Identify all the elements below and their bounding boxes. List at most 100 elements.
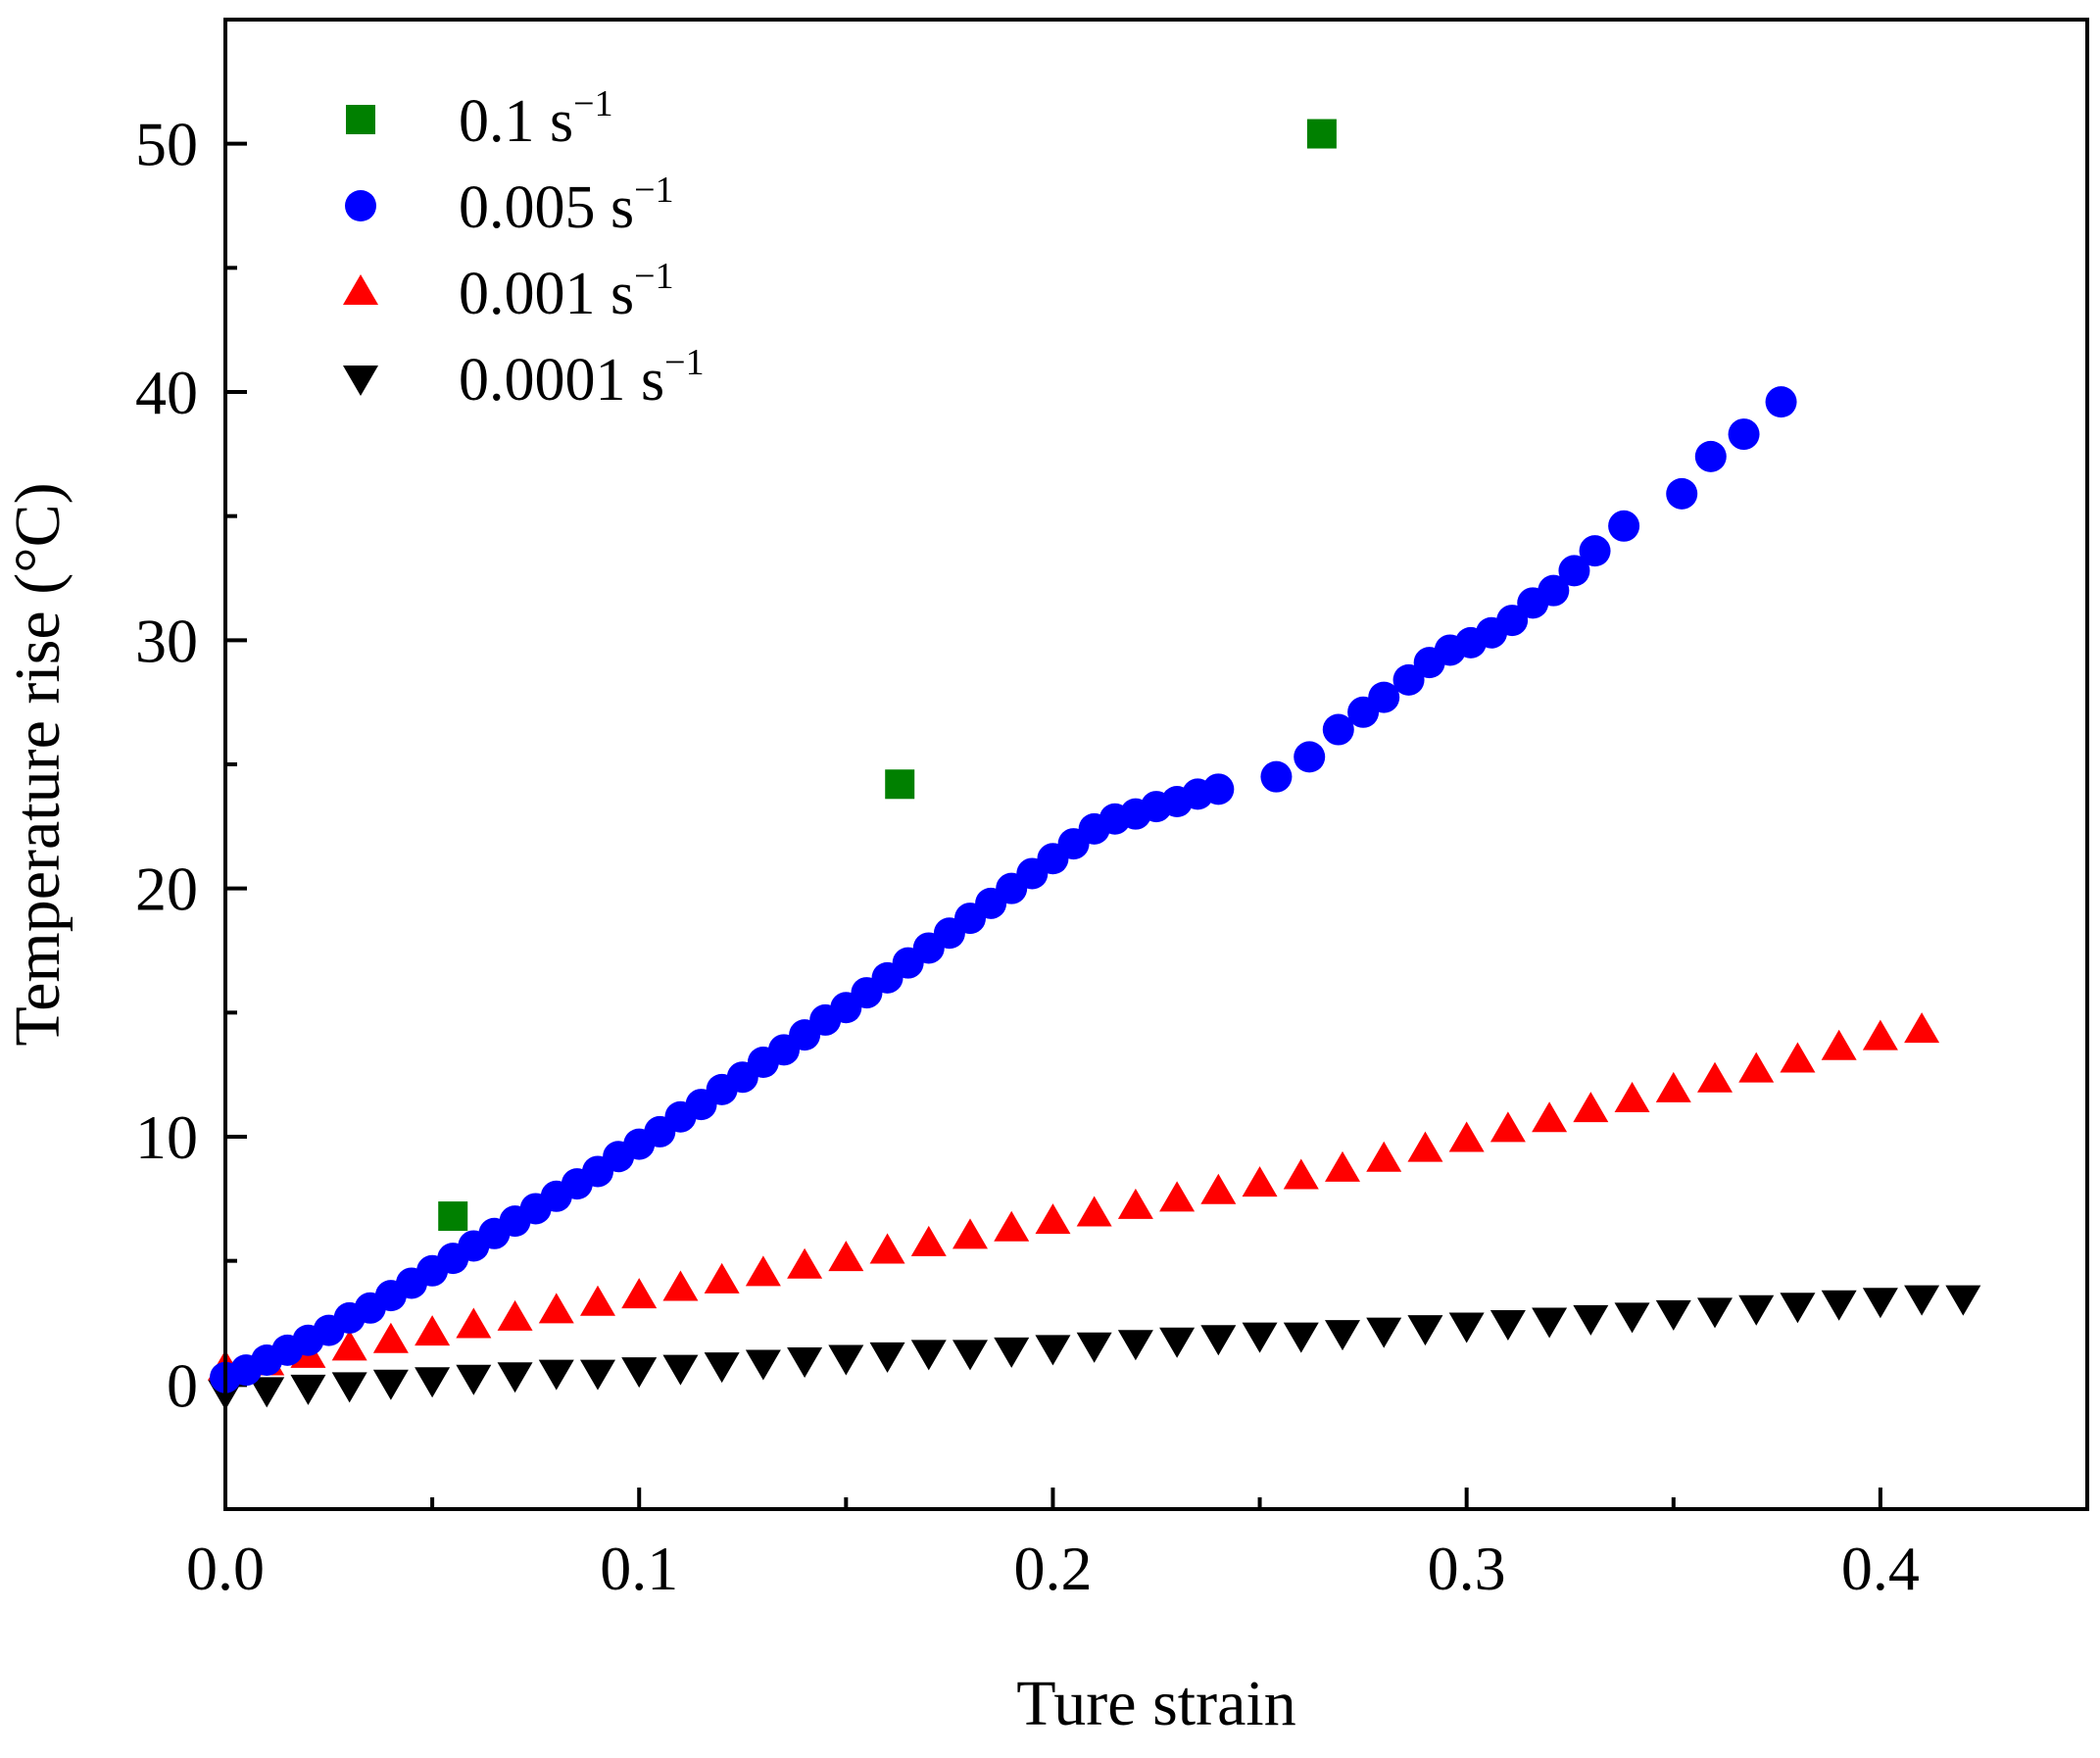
series-0.0001 [208,1285,1981,1410]
data-point [1862,1288,1898,1319]
data-point [1368,681,1400,713]
data-point [1392,663,1425,696]
data-point [1035,1203,1071,1235]
y-tick-label: 20 [135,855,198,924]
data-point [1904,1285,1940,1316]
data-point [1765,386,1797,418]
data-point [331,1372,367,1403]
y-tick-label: 40 [135,358,198,427]
data-point [1260,760,1293,793]
data-point [621,1357,658,1389]
x-tick-label: 0.0 [186,1534,265,1603]
data-point [456,1364,492,1395]
tick-labels: 0.0 0.1 0.2 0.3 0.4 0 10 20 30 40 50 [135,110,1920,1603]
data-point [621,1278,658,1309]
y-tick-label: 10 [135,1102,198,1172]
data-point [1573,1092,1609,1123]
legend-label: 0.1 s−1 [459,83,613,155]
legend-marker [346,105,375,134]
data-point [1496,605,1529,637]
plot-area [208,119,1981,1410]
data-point [1159,1181,1196,1212]
data-point [885,769,915,800]
series-0.001 [208,1012,1940,1381]
x-tick-label: 0.3 [1428,1534,1506,1603]
data-point [704,1262,740,1294]
data-point [1697,1297,1733,1329]
data-point [1532,1307,1568,1339]
data-point [1325,1150,1360,1182]
data-point [1532,1101,1568,1133]
data-point [372,1369,409,1400]
data-point [869,1342,905,1373]
data-point [869,1233,905,1264]
series-0.1 [438,119,1337,1232]
legend-label: 0.0001 s−1 [459,342,705,414]
data-point [1076,1332,1112,1363]
data-point [1862,1019,1898,1050]
data-point [1366,1317,1402,1348]
data-point [1035,1335,1071,1366]
y-axis-title: Temperature rise (°C) [2,482,73,1046]
data-point [1117,1330,1153,1361]
data-point [787,1347,823,1378]
x-tick-label: 0.4 [1841,1534,1920,1603]
data-point [704,1352,740,1384]
data-point [662,1270,699,1301]
data-point [1242,1166,1278,1197]
data-point [1322,713,1354,746]
data-point [1538,574,1570,607]
data-point [1202,773,1235,806]
data-point [1076,1196,1112,1227]
data-point [1821,1029,1857,1060]
data-point [1325,1320,1360,1351]
data-point [438,1201,468,1232]
data-point [1117,1188,1153,1219]
data-point [662,1354,699,1386]
data-point [580,1359,615,1391]
data-point [456,1307,492,1339]
data-point [1159,1327,1196,1358]
data-point [952,1340,988,1371]
data-point [290,1374,326,1405]
data-point [497,1299,533,1331]
data-point [1407,1315,1443,1346]
data-point [580,1285,615,1316]
data-point [1694,440,1727,472]
data-point [1614,1302,1650,1334]
data-point [1573,1304,1609,1336]
data-point [1579,535,1611,567]
data-point [994,1210,1030,1242]
data-point [1448,1121,1485,1152]
data-point [1490,1111,1526,1143]
data-point [1407,1131,1443,1162]
data-point [331,1330,367,1361]
data-point [910,1225,947,1256]
data-point [1904,1012,1940,1044]
x-axis-title: Ture strain [1016,1668,1295,1739]
data-point [1490,1310,1526,1341]
data-point [1738,1294,1775,1326]
data-point [1283,1158,1319,1190]
legend-label: 0.001 s−1 [459,256,674,327]
data-point [745,1255,781,1287]
data-point [1448,1312,1485,1343]
data-point [1558,555,1590,587]
data-point [1780,1293,1816,1324]
data-point [1697,1061,1733,1093]
data-point [372,1322,409,1353]
plot-frame [223,18,2089,1511]
y-tick-label: 30 [135,606,198,675]
y-tick-label: 50 [135,110,198,179]
series-0.005 [210,386,1797,1393]
y-tick-label: 0 [167,1350,198,1420]
data-point [994,1337,1030,1368]
data-point [1200,1173,1237,1204]
data-point [952,1218,988,1249]
data-point [1294,741,1326,773]
data-point [538,1293,574,1324]
x-tick-label: 0.2 [1013,1534,1092,1603]
legend-marker [343,274,378,305]
